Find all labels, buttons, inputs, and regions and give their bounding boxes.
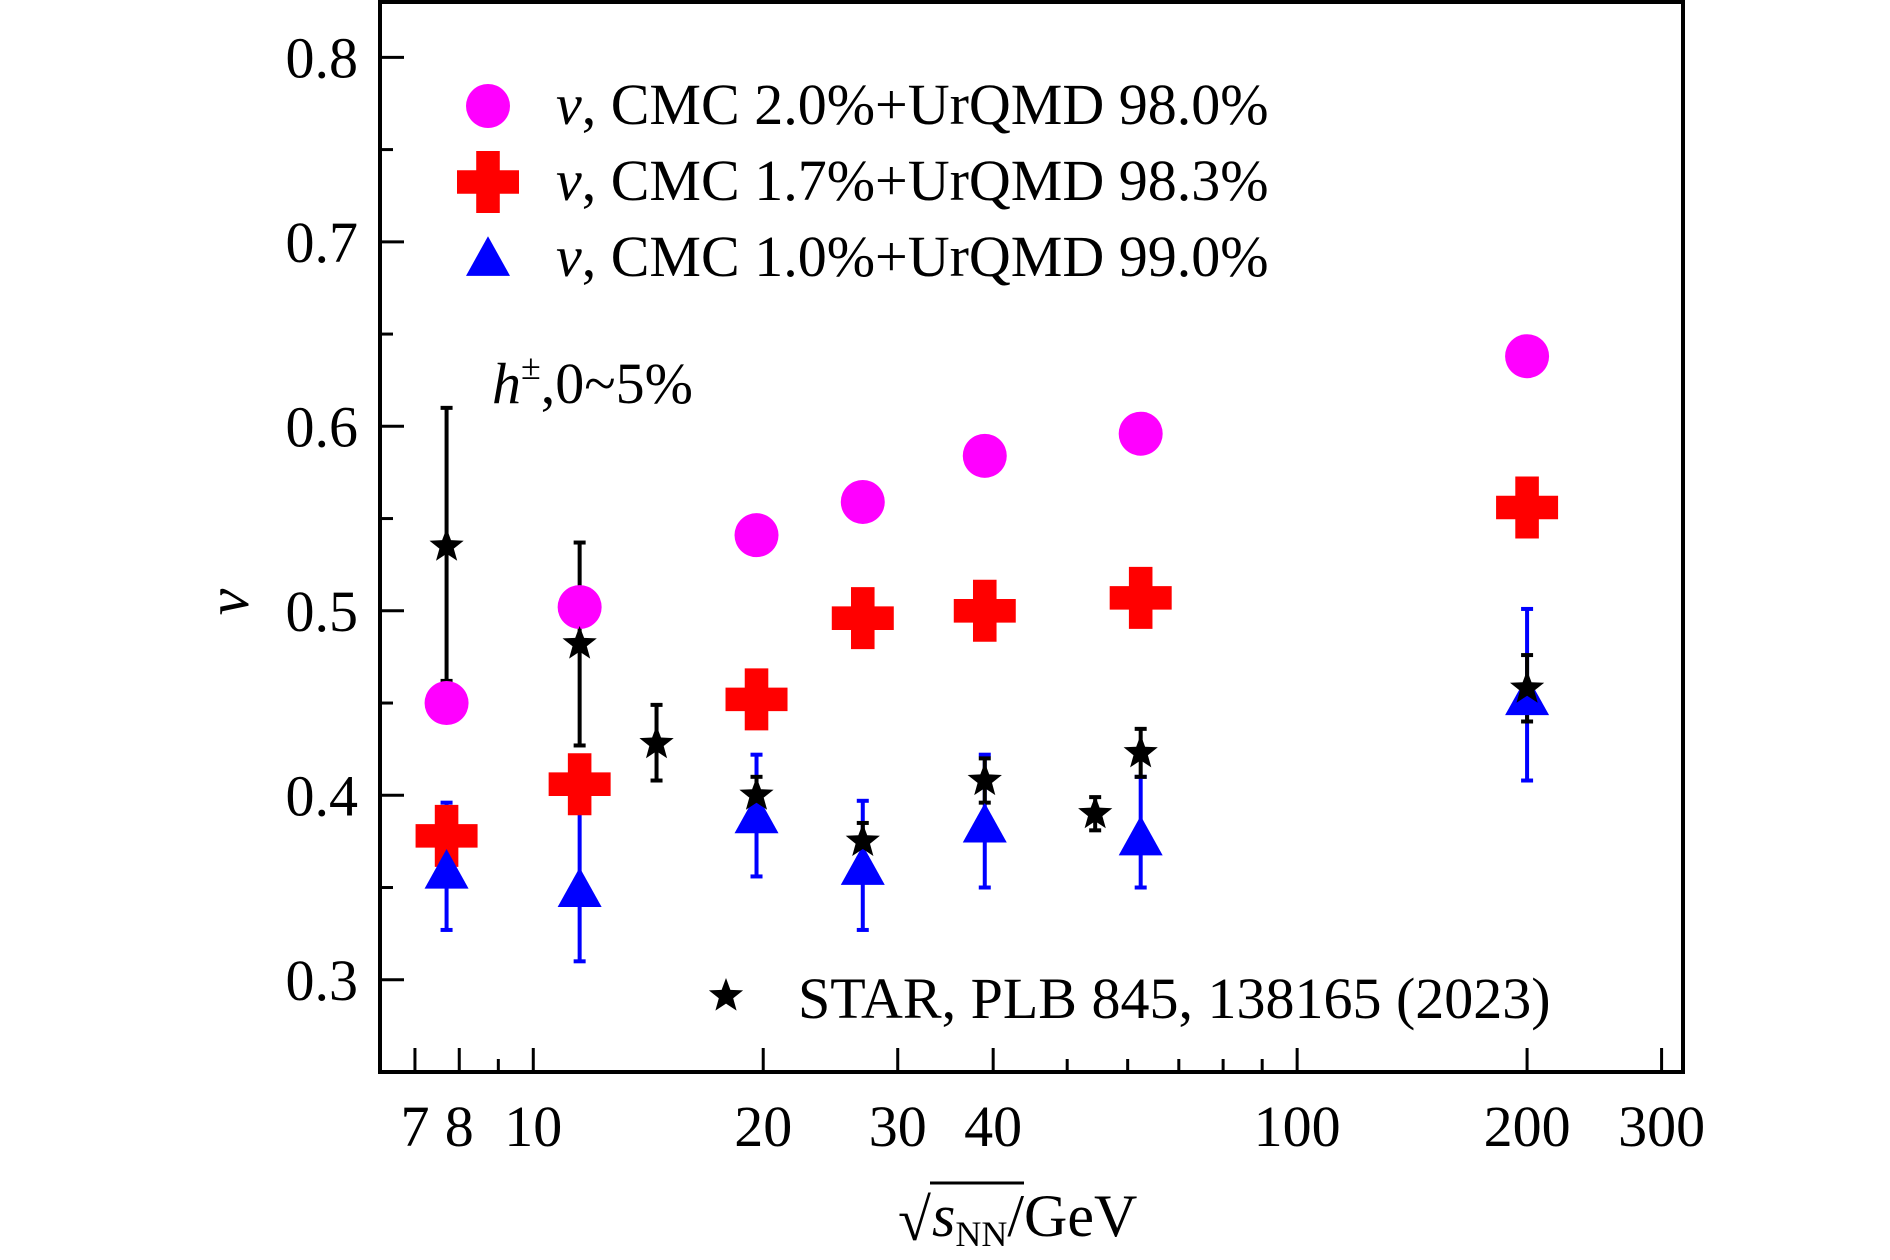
red-cross-point bbox=[415, 804, 478, 867]
legend-markers bbox=[457, 84, 744, 1011]
x-tick-label: 300 bbox=[1618, 1094, 1705, 1159]
legend-marker-cross bbox=[457, 151, 519, 213]
red-cross-point bbox=[831, 587, 894, 650]
markers bbox=[415, 334, 1559, 908]
star-point bbox=[1510, 670, 1545, 703]
blue-triangle-point bbox=[1118, 815, 1163, 856]
magenta-circle-point bbox=[1118, 411, 1163, 456]
magenta-circle-point bbox=[962, 433, 1007, 478]
x-axis-title-sub: NN bbox=[955, 1214, 1007, 1254]
star-point bbox=[1123, 734, 1158, 768]
legend-entry-cmc-2.0: v, CMC 2.0%+UrQMD 98.0% bbox=[556, 72, 1269, 137]
annotation-sup: ± bbox=[521, 347, 541, 387]
legend-text-2: , CMC 1.7%+UrQMD 98.3% bbox=[582, 148, 1269, 213]
annotation-h: h bbox=[492, 351, 521, 416]
star-point bbox=[739, 777, 774, 810]
blue-triangle-point bbox=[734, 793, 779, 834]
red-cross-point bbox=[1496, 476, 1559, 539]
star-point bbox=[429, 528, 464, 561]
y-tick-label: 0.4 bbox=[286, 763, 359, 828]
legend: v, CMC 2.0%+UrQMD 98.0% v, CMC 1.7%+UrQM… bbox=[457, 72, 1551, 1031]
legend-text-1: , CMC 2.0%+UrQMD 98.0% bbox=[582, 72, 1269, 137]
legend-var-2: v bbox=[556, 148, 582, 213]
legend-marker-star bbox=[708, 978, 744, 1011]
magenta-circle-point bbox=[734, 513, 779, 558]
y-tick-label: 0.6 bbox=[286, 394, 359, 459]
x-tick-label: 8 bbox=[445, 1094, 474, 1159]
red-cross-point bbox=[725, 668, 788, 731]
blue-triangle-point bbox=[962, 802, 1007, 843]
x-tick-labels: 7 8 10 20 30 40 100 200 300 bbox=[400, 1094, 1705, 1159]
x-axis-title-var: sNN/GeV bbox=[932, 1183, 1137, 1254]
star-point bbox=[1078, 795, 1113, 829]
legend-var-3: v bbox=[556, 224, 582, 289]
legend-marker-triangle bbox=[466, 236, 510, 276]
annotation-label: h±,0~5% bbox=[492, 347, 693, 416]
magenta-circle-point bbox=[424, 681, 469, 726]
x-axis-title: √ sNN/GeV bbox=[898, 1181, 1137, 1254]
x-axis-title-unit: /GeV bbox=[1007, 1183, 1137, 1249]
x-tick-label: 10 bbox=[504, 1094, 562, 1159]
blue-triangle-point bbox=[840, 845, 885, 885]
star-point bbox=[639, 725, 674, 759]
blue-triangle-point bbox=[557, 867, 602, 908]
x-axis-title-root: √ bbox=[898, 1187, 931, 1253]
y-tick-label: 0.3 bbox=[286, 948, 359, 1013]
y-tick-label: 0.5 bbox=[286, 579, 359, 644]
axis-ticks bbox=[380, 55, 1664, 1072]
red-cross-point bbox=[1109, 566, 1172, 629]
x-tick-label: 7 bbox=[400, 1094, 429, 1159]
legend-entry-cmc-1.7: v, CMC 1.7%+UrQMD 98.3% bbox=[556, 148, 1269, 213]
error-bars bbox=[440, 405, 1534, 964]
red-cross-point bbox=[953, 579, 1016, 642]
legend-entry-cmc-1.0: v, CMC 1.0%+UrQMD 99.0% bbox=[556, 224, 1269, 289]
star-point bbox=[967, 762, 1002, 796]
star-point bbox=[845, 823, 880, 856]
legend-entry-star: STAR, PLB 845, 138165 (2023) bbox=[798, 966, 1551, 1031]
y-axis-title: v bbox=[195, 588, 261, 615]
legend-var-1: v bbox=[556, 72, 582, 137]
y-tick-label: 0.8 bbox=[286, 25, 359, 90]
magenta-circle-point bbox=[840, 479, 885, 524]
y-tick-labels: 0.3 0.4 0.5 0.6 0.7 0.8 bbox=[286, 25, 359, 1012]
x-tick-label: 40 bbox=[964, 1094, 1022, 1159]
x-tick-label: 30 bbox=[869, 1094, 927, 1159]
x-axis-title-s: s bbox=[932, 1183, 955, 1249]
magenta-circle-point bbox=[557, 585, 602, 630]
x-tick-label: 20 bbox=[734, 1094, 792, 1159]
x-tick-label: 200 bbox=[1484, 1094, 1571, 1159]
blue-triangle-point bbox=[424, 848, 469, 889]
legend-text-3: , CMC 1.0%+UrQMD 99.0% bbox=[582, 224, 1269, 289]
red-cross-point bbox=[548, 753, 611, 816]
magenta-circle-point bbox=[1505, 334, 1550, 379]
legend-marker-circle bbox=[466, 84, 510, 128]
x-tick-label: 100 bbox=[1254, 1094, 1341, 1159]
y-tick-label: 0.7 bbox=[286, 210, 359, 275]
annotation-rest: ,0~5% bbox=[541, 351, 693, 416]
star-point bbox=[562, 626, 597, 659]
plot-frame bbox=[378, 0, 1685, 1074]
